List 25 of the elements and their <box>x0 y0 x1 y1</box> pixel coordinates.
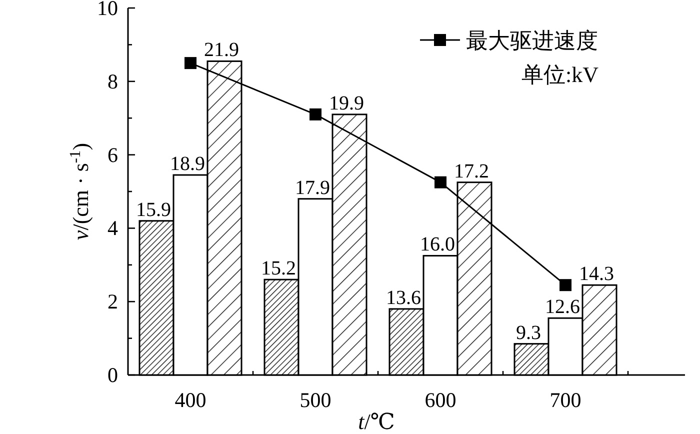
annotation: 15.9 <box>136 198 171 221</box>
annotation: 16.0 <box>420 234 455 256</box>
point <box>560 279 572 292</box>
annotation: 单位:kV <box>522 62 599 87</box>
y-tick-label: 8 <box>108 69 118 94</box>
annotation: 17.9 <box>295 176 330 199</box>
annotation: 18.9 <box>170 152 205 175</box>
annotation: 21.9 <box>204 39 239 62</box>
annotation: 19.9 <box>329 92 364 114</box>
y-tick-label: 0 <box>108 363 118 387</box>
annotation: 12.6 <box>545 296 580 318</box>
point <box>310 108 322 120</box>
point <box>434 176 446 188</box>
annotation: 9.3 <box>516 322 541 344</box>
annotation: 14.3 <box>579 263 614 286</box>
annotation: 15.2 <box>261 258 296 280</box>
annotation: 13.6 <box>386 286 421 309</box>
legend-label: 最大驱进速度 <box>466 28 598 53</box>
y-tick-label: 4 <box>108 216 118 240</box>
point <box>184 57 196 70</box>
y-tick-label: 2 <box>108 290 118 314</box>
annotation: 17.2 <box>454 160 489 182</box>
y-tick-label: 10 <box>97 0 118 20</box>
x-axis-title: t/℃ <box>358 409 395 434</box>
y-tick-label: 6 <box>108 142 118 167</box>
